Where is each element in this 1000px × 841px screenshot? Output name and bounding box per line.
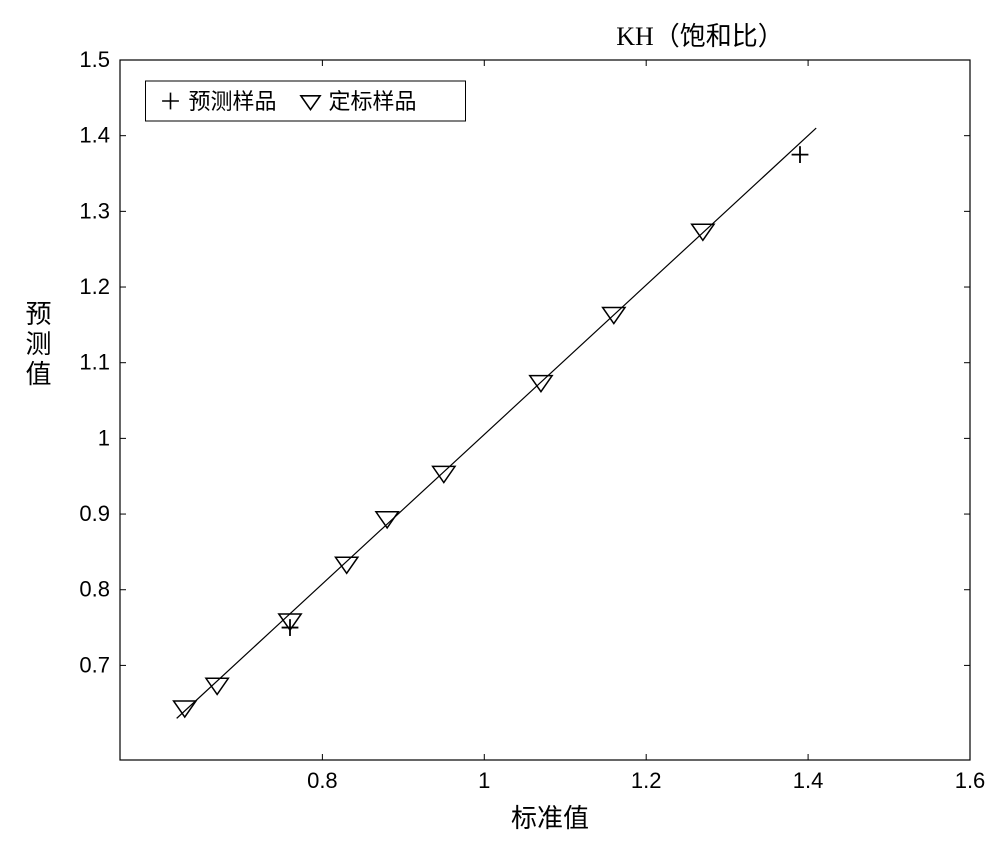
chart-plot: 0.8 1 1.2 1.4 1.6 0.7 0.8 0.9 1 1.1 1.2 1.3 1.4 1.5 预测… bbox=[0, 0, 1000, 841]
legend-label: 预测样品 bbox=[189, 89, 277, 114]
x-tick-label: 0.8 bbox=[307, 768, 338, 793]
y-tick-label: 1.2 bbox=[79, 274, 110, 299]
y-tick-label: 0.9 bbox=[79, 501, 110, 526]
y-tick-label: 1 bbox=[98, 425, 110, 450]
x-tick-label: 1.6 bbox=[955, 768, 986, 793]
chart-title: KH（饱和比） bbox=[450, 16, 950, 53]
x-tick-label: 1.4 bbox=[793, 768, 824, 793]
plot-area bbox=[120, 60, 970, 760]
x-tick-label: 1.2 bbox=[631, 768, 662, 793]
legend-label: 定标样品 bbox=[329, 89, 417, 114]
y-tick-label: 1.4 bbox=[79, 123, 110, 148]
y-tick-label: 1.5 bbox=[79, 47, 110, 72]
y-tick-label: 0.8 bbox=[79, 577, 110, 602]
y-tick-label: 1.3 bbox=[79, 198, 110, 223]
y-tick-label: 1.1 bbox=[79, 350, 110, 375]
x-tick-label: 1 bbox=[478, 768, 490, 793]
x-axis-label: 标准值 bbox=[450, 798, 650, 835]
chart-container: KH（饱和比） 预测值 标准值 0.8 1 1.2 1.4 1.6 0.7 0.8 0.9 1 1… bbox=[0, 0, 1000, 841]
y-tick-label: 0.7 bbox=[79, 652, 110, 677]
y-axis-label: 预测值 bbox=[18, 300, 55, 390]
